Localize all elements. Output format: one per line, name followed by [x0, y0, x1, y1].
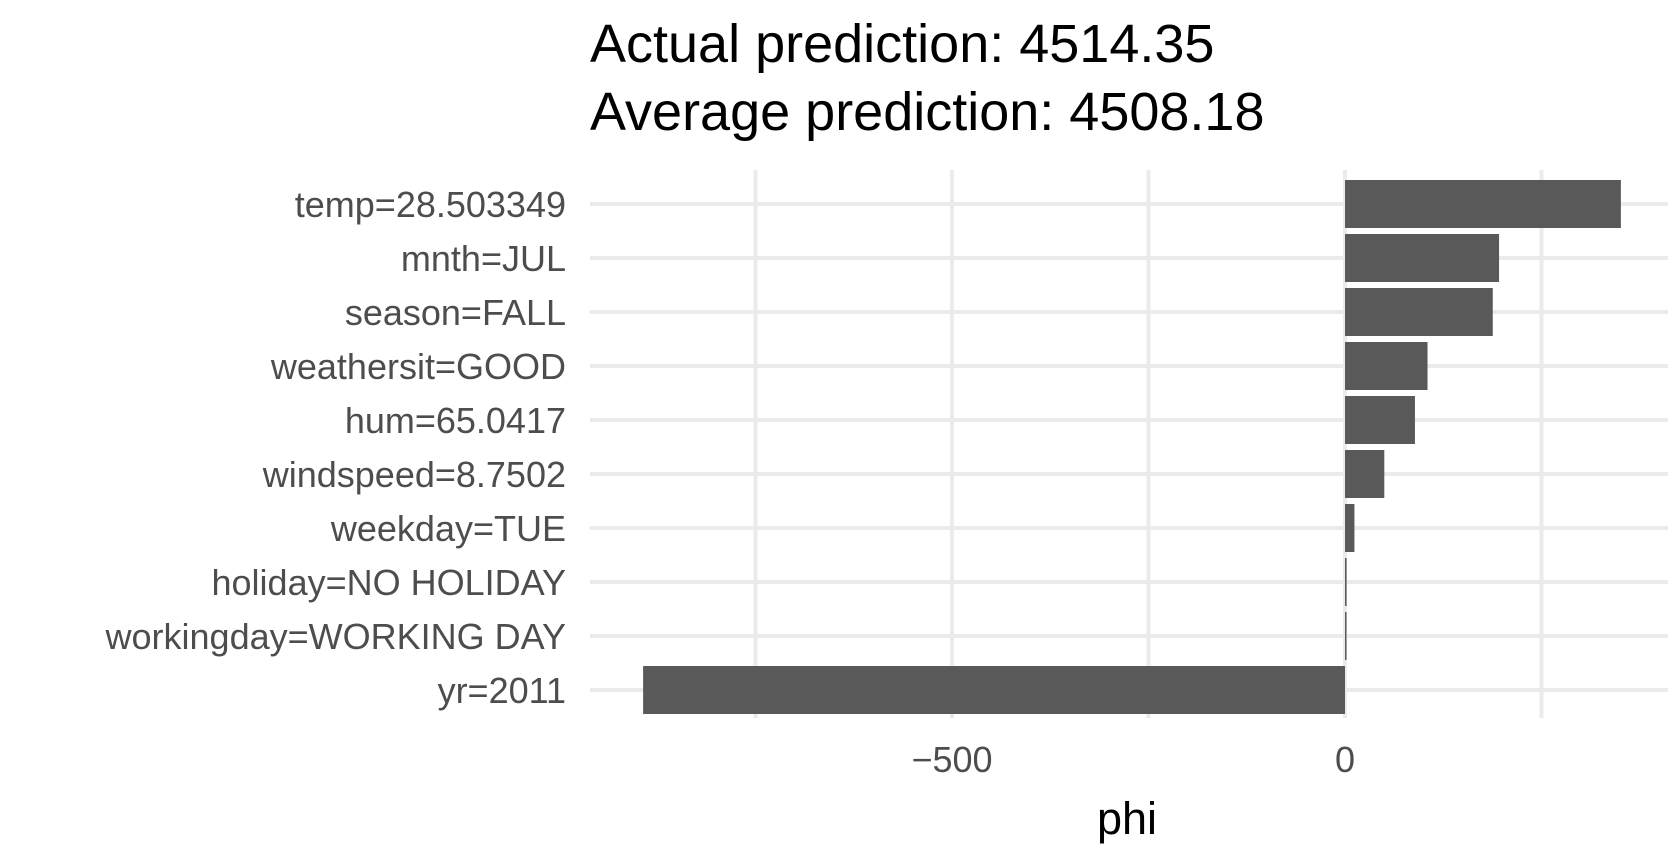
x-tick-labels: −500 0	[911, 739, 1355, 780]
x-tick-label-1: 0	[1335, 739, 1355, 780]
bar-0	[1345, 180, 1621, 228]
category-label-4: hum=65.0417	[345, 400, 566, 441]
title-line-average: Average prediction: 4508.18	[590, 82, 1265, 142]
bar-6	[1345, 504, 1355, 552]
bars	[643, 180, 1621, 714]
grid	[590, 170, 1668, 718]
bar-3	[1345, 342, 1428, 390]
bar-5	[1345, 450, 1385, 498]
category-label-5: windspeed=8.7502	[262, 454, 566, 495]
bar-8	[1345, 612, 1347, 660]
bar-2	[1345, 288, 1493, 336]
category-labels: temp=28.503349 mnth=JUL season=FALL weather…	[105, 184, 566, 711]
category-label-0: temp=28.503349	[295, 184, 566, 225]
bar-7	[1345, 558, 1347, 606]
x-axis-title: phi	[1097, 793, 1157, 844]
category-label-2: season=FALL	[345, 292, 566, 333]
category-label-9: yr=2011	[438, 670, 566, 711]
bar-9	[643, 666, 1345, 714]
bar-1	[1345, 234, 1500, 282]
title-line-actual: Actual prediction: 4514.35	[590, 14, 1214, 74]
chart-title: Actual prediction: 4514.35 Average predi…	[590, 14, 1265, 142]
category-label-3: weathersit=GOOD	[270, 346, 566, 387]
category-label-7: holiday=NO HOLIDAY	[212, 562, 566, 603]
category-label-6: weekday=TUE	[330, 508, 566, 549]
category-label-1: mnth=JUL	[401, 238, 566, 279]
x-tick-label-0: −500	[911, 739, 992, 780]
bar-4	[1345, 396, 1415, 444]
category-label-8: workingday=WORKING DAY	[105, 616, 566, 657]
